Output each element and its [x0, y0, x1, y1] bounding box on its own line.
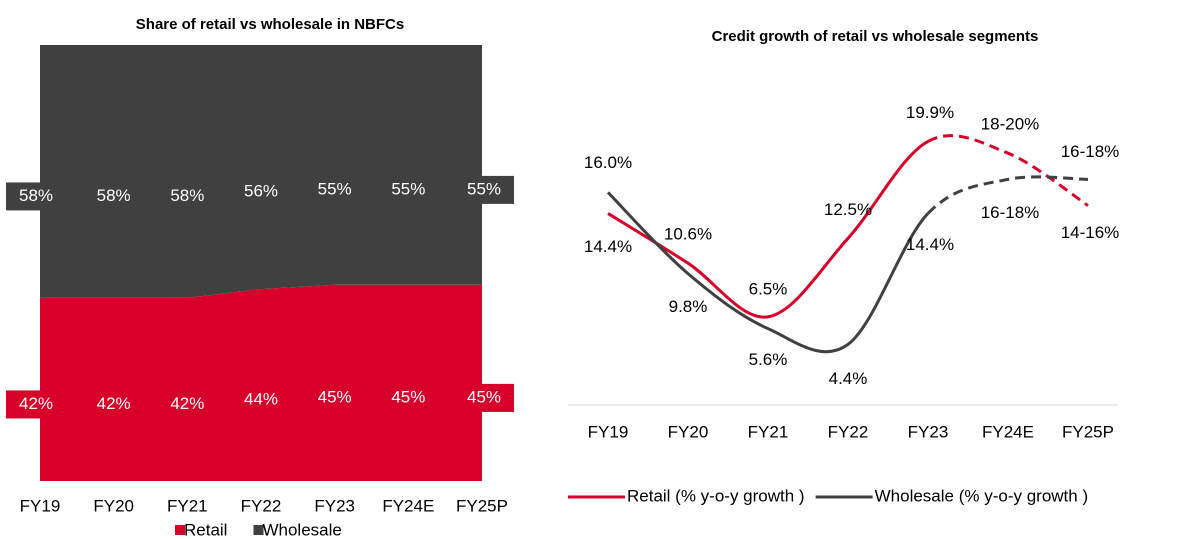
legend-label: Retail	[184, 520, 227, 539]
data-label: 55%	[391, 179, 425, 198]
x-tick-label: FY20	[668, 422, 709, 441]
data-label: 6.5%	[749, 279, 788, 298]
label-box	[454, 383, 514, 412]
legend-label: Retail (% y-o-y growth )	[627, 486, 805, 505]
chart-title: Credit growth of retail vs wholesale seg…	[712, 28, 1039, 45]
x-tick-label: FY22	[828, 422, 869, 441]
area	[40, 45, 482, 298]
x-tick-label: FY25P	[456, 496, 508, 515]
legend-swatch	[253, 525, 264, 535]
area	[40, 284, 482, 481]
line-projection	[926, 175, 1089, 215]
data-label: 55%	[318, 179, 352, 198]
x-tick-label: FY24E	[982, 422, 1034, 441]
legend-swatch	[175, 525, 185, 535]
data-label: 19.9%	[906, 103, 954, 122]
data-label: 45%	[467, 387, 501, 406]
data-label: 18-20%	[981, 115, 1040, 134]
data-label: 14.4%	[584, 237, 632, 256]
x-tick-label: FY19	[20, 496, 61, 515]
data-label: 58%	[19, 186, 53, 205]
data-label: 16-18%	[1061, 142, 1120, 161]
data-label: 45%	[391, 387, 425, 406]
data-label: 5.6%	[749, 350, 788, 369]
x-tick-label: FY24E	[382, 496, 434, 515]
data-label: 44%	[244, 390, 278, 409]
legend-label: Wholesale (% y-o-y growth )	[875, 486, 1089, 505]
label-box	[6, 390, 66, 419]
data-label: 45%	[318, 387, 352, 406]
data-label: 14.4%	[906, 235, 954, 254]
data-label: 58%	[97, 186, 131, 205]
data-label: 16.0%	[584, 153, 632, 172]
x-tick-label: FY21	[748, 422, 789, 441]
data-label: 58%	[170, 186, 204, 205]
data-label: 55%	[467, 179, 501, 198]
data-label: 42%	[97, 394, 131, 413]
data-label: 42%	[170, 394, 204, 413]
data-label: 4.4%	[829, 369, 868, 388]
x-tick-label: FY23	[314, 496, 355, 515]
x-tick-label: FY21	[167, 496, 208, 515]
data-label: 16-18%	[981, 203, 1040, 222]
x-tick-label: FY20	[93, 496, 134, 515]
data-label: 9.8%	[669, 297, 708, 316]
x-tick-label: FY23	[908, 422, 949, 441]
label-box	[6, 182, 66, 211]
data-label: 56%	[244, 182, 278, 201]
data-label: 42%	[19, 394, 53, 413]
x-tick-label: FY22	[241, 496, 282, 515]
data-label: 10.6%	[664, 225, 712, 244]
label-box	[454, 175, 514, 204]
line	[606, 191, 930, 354]
x-tick-label: FY25P	[1062, 422, 1114, 441]
chart-title: Share of retail vs wholesale in NBFCs	[136, 16, 404, 33]
line	[607, 140, 929, 319]
data-label: 12.5%	[824, 200, 872, 219]
line-projection	[927, 134, 1089, 207]
x-tick-label: FY19	[588, 422, 629, 441]
legend-label: Wholesale	[262, 520, 341, 539]
data-label: 14-16%	[1061, 223, 1120, 242]
